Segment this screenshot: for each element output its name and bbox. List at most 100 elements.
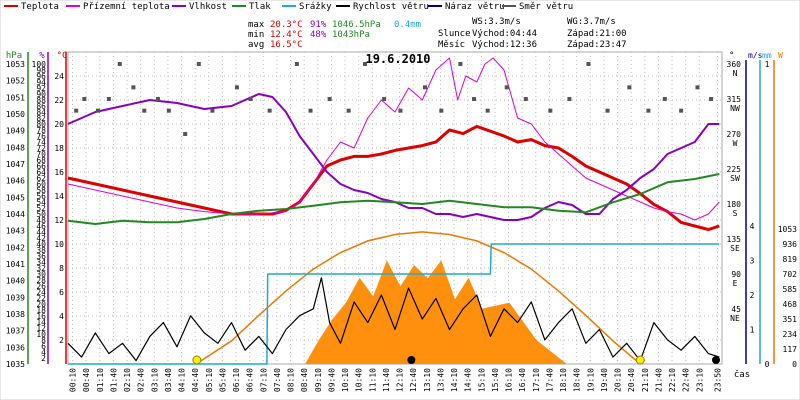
temperature-tick-label: 4 <box>59 312 64 321</box>
legend-label: Teplota <box>21 2 59 12</box>
x-tick-label: 06:10 <box>232 368 241 392</box>
wind-direction-axis-label: ° <box>729 51 734 61</box>
humidity-tick-label: 50 <box>36 210 46 219</box>
x-tick-label: 21:40 <box>654 368 663 392</box>
temperature-axis-label: °C <box>57 51 68 61</box>
humidity-tick-label: 84 <box>36 108 46 117</box>
x-tick-label: 21:10 <box>641 368 650 392</box>
rain-axis-label: mm <box>762 51 772 60</box>
moonrise-text: Východ:12:36 <box>472 40 537 50</box>
x-tick-label: 13:10 <box>423 368 432 392</box>
wind-speed-axis-label: m/s <box>748 51 763 60</box>
x-tick-label: 18:40 <box>573 368 582 392</box>
x-tick-label: 19:40 <box>600 368 609 392</box>
humidity-tick-label: 76 <box>36 132 46 141</box>
wind-direction-tick-label: 180 <box>727 200 742 209</box>
stats-min-label: min <box>248 30 264 40</box>
wind-speed-tick-label: 4 <box>750 222 755 231</box>
x-tick-label: 04:40 <box>191 368 200 392</box>
stats-min-press: 1043hPa <box>332 30 370 40</box>
temperature-tick-label: 2 <box>59 336 64 345</box>
humidity-tick-label: 60 <box>36 180 46 189</box>
humidity-tick-label: 14 <box>36 318 46 327</box>
pressure-tick-label: 1042 <box>6 243 25 252</box>
x-tick-label: 22:40 <box>682 368 691 392</box>
wind-direction-compass-label: NE <box>730 314 740 323</box>
solar-tick-label: 936 <box>783 240 798 249</box>
humidity-tick-label: 30 <box>36 270 46 279</box>
wind-direction-marks <box>74 62 714 136</box>
humidity-tick-label: 88 <box>36 96 46 105</box>
humidity-tick-label: 22 <box>36 294 46 303</box>
moonrise-marker <box>407 356 416 364</box>
wind-direction-mark <box>504 85 509 90</box>
stats-min-temp: 12.4°C <box>270 30 303 40</box>
humidity-tick-label: 62 <box>36 174 46 183</box>
humidity-tick-label: 4 <box>41 348 46 357</box>
humidity-tick-label: 6 <box>41 342 46 351</box>
pressure-tick-label: 1039 <box>6 293 25 302</box>
humidity-tick-label: 90 <box>36 90 46 99</box>
wind-direction-mark <box>106 97 111 101</box>
solar-tick-label: 117 <box>783 345 798 354</box>
stats-max-press: 1046.5hPa <box>332 20 381 30</box>
wind-direction-mark <box>166 108 171 113</box>
temperature-tick-label: 6 <box>59 288 64 297</box>
rain-tick-label: 1 <box>765 60 770 69</box>
legend-label: Náraz větru <box>445 2 505 12</box>
wind-speed-stat: WS:3.3m/s <box>472 17 521 27</box>
stats-max-hum: 91% <box>310 20 327 30</box>
pressure-tick-label: 1049 <box>6 127 25 136</box>
series-line-p-zemn-teplota <box>67 57 720 221</box>
x-tick-label: 02:40 <box>137 368 146 392</box>
wind-direction-mark <box>131 85 136 90</box>
wind-direction-mark <box>662 97 667 101</box>
wind-direction-mark <box>142 108 147 113</box>
humidity-tick-label: 94 <box>36 78 46 87</box>
series-line-sr-ky <box>68 243 720 365</box>
wind-direction-mark <box>155 97 160 101</box>
solar-tick-label: 702 <box>783 270 798 279</box>
pressure-tick-label: 1035 <box>6 360 25 369</box>
temperature-tick-label: 16 <box>54 168 64 177</box>
humidity-tick-label: 2 <box>41 354 46 363</box>
x-tick-label: 03:40 <box>164 368 173 392</box>
wind-direction-mark <box>709 97 714 101</box>
x-tick-label: 12:40 <box>409 368 418 392</box>
humidity-tick-label: 40 <box>36 240 46 249</box>
temperature-tick-label: 10 <box>54 240 64 249</box>
x-tick-label: 05:40 <box>218 368 227 392</box>
pressure-tick-label: 1053 <box>6 60 25 69</box>
stats-min-hum: 48% <box>310 30 327 40</box>
humidity-tick-label: 72 <box>36 144 46 153</box>
humidity-tick-label: 24 <box>36 288 46 297</box>
x-tick-label: 09:10 <box>314 368 323 392</box>
x-tick-label: 13:40 <box>436 368 445 392</box>
wind-speed-tick-label: 1 <box>750 326 755 335</box>
x-tick-label: 00:10 <box>69 368 78 392</box>
legend-label: Rychlost větru <box>353 2 429 12</box>
wind-direction-mark <box>605 108 610 113</box>
wind-direction-mark <box>679 108 684 113</box>
solar-tick-label: 468 <box>783 300 798 309</box>
wind-direction-mark <box>695 85 700 90</box>
x-tick-label: 17:40 <box>545 368 554 392</box>
wind-speed-tick-label: 2 <box>750 291 755 300</box>
x-tick-label: 08:10 <box>287 368 296 392</box>
solar-tick-label: 351 <box>783 315 798 324</box>
humidity-tick-label: 100 <box>32 60 47 69</box>
solar-tick-label: 585 <box>783 285 798 294</box>
pressure-tick-label: 1037 <box>6 327 25 336</box>
x-tick-label: 02:10 <box>123 368 132 392</box>
legend-label: Směr větru <box>519 2 573 12</box>
wind-direction-mark <box>398 108 403 113</box>
x-tick-label: 09:40 <box>327 368 336 392</box>
wind-direction-tick-label: 135 <box>727 235 742 244</box>
wind-direction-compass-label: E <box>733 279 738 288</box>
wind-direction-mark <box>196 62 201 66</box>
legend-label: Tlak <box>249 2 271 12</box>
pressure-tick-label: 1043 <box>6 227 25 236</box>
wind-direction-mark <box>210 108 215 113</box>
pressure-tick-label: 1047 <box>6 160 25 169</box>
x-tick-label: 10:10 <box>341 368 350 392</box>
